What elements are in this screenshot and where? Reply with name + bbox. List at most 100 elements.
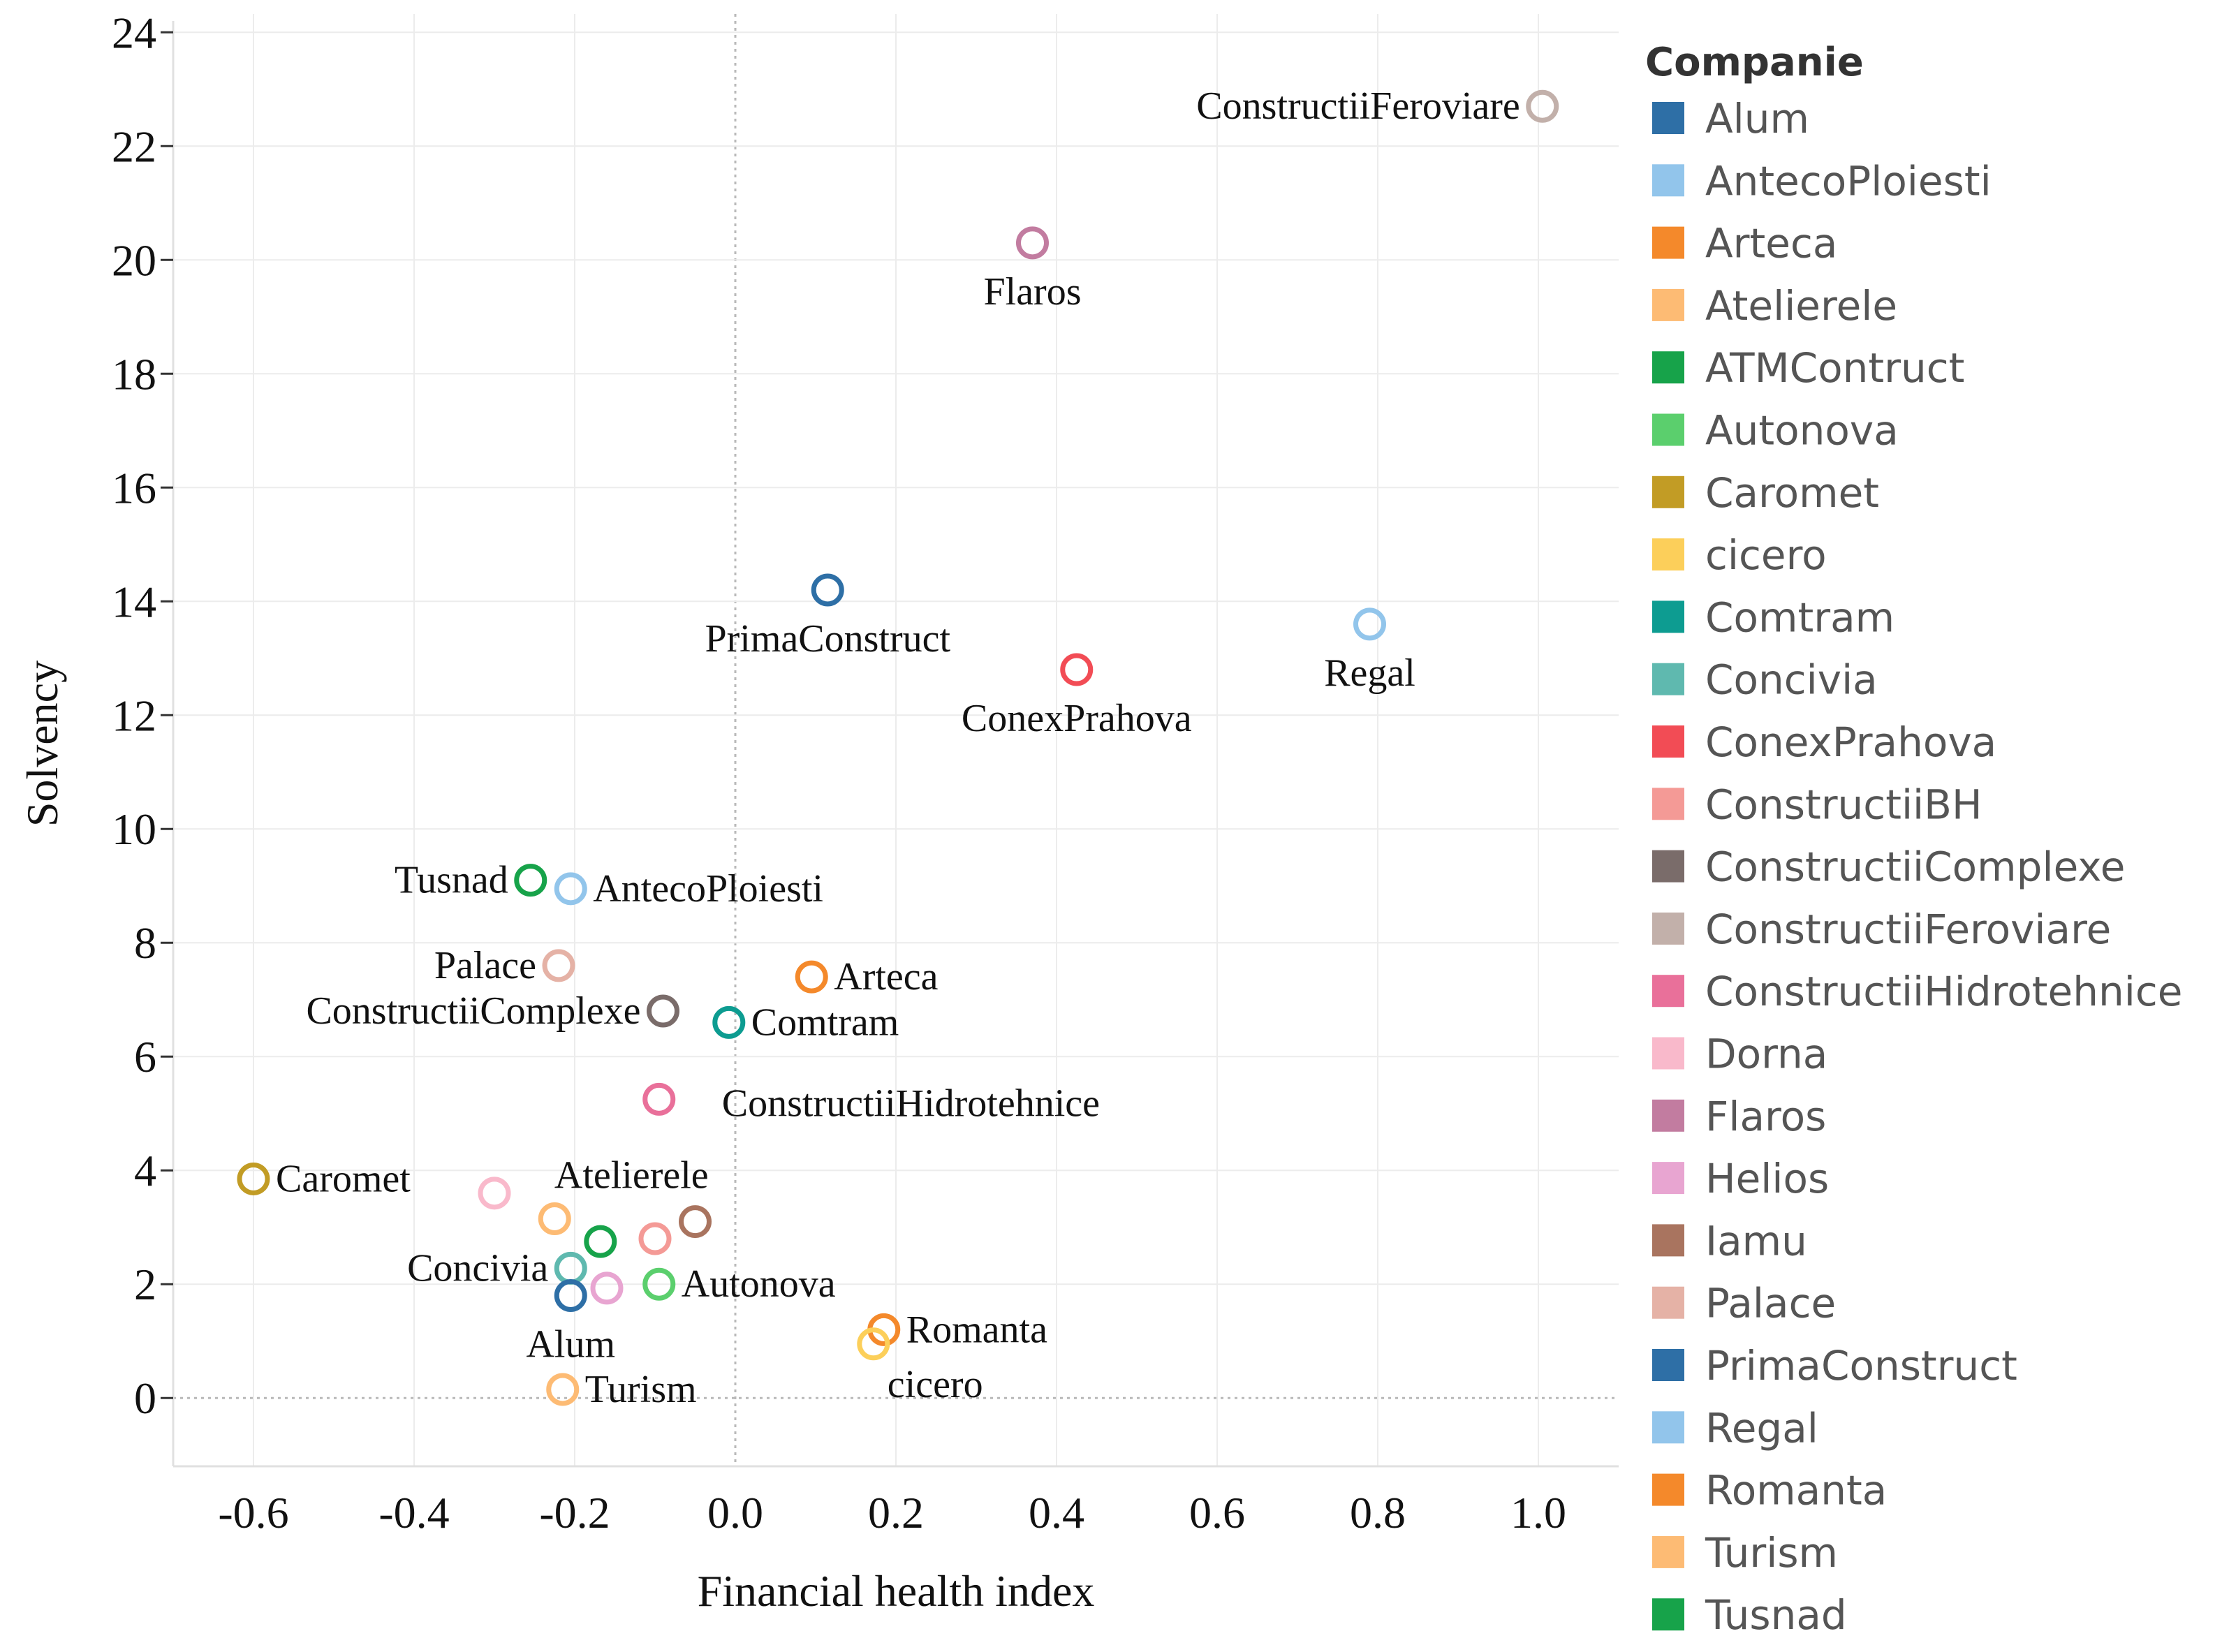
legend-label-palace: Palace xyxy=(1705,1280,1836,1327)
legend-swatch-atelierele xyxy=(1652,288,1684,321)
legend-label-turism: Turism xyxy=(1705,1529,1838,1577)
x-tick-label: -0.4 xyxy=(378,1488,449,1537)
y-tick-label: 22 xyxy=(112,121,156,171)
x-tick-label: 0.8 xyxy=(1350,1488,1406,1537)
y-tick-label: 10 xyxy=(112,804,156,854)
legend-label-atmcontruct: ATMContruct xyxy=(1705,344,1964,392)
point-cicero xyxy=(857,1327,890,1361)
legend-swatch-turism xyxy=(1652,1535,1684,1568)
legend-swatch-helios xyxy=(1652,1162,1684,1195)
point-concivia xyxy=(554,1251,587,1285)
legend-title: Companie xyxy=(1645,40,1864,85)
point-dorna xyxy=(478,1177,511,1210)
point-label-comtram: Comtram xyxy=(751,1001,899,1044)
y-axis-title: Solvency xyxy=(17,661,67,827)
point-comtram xyxy=(712,1005,746,1039)
legend-label-alum: Alum xyxy=(1705,95,1809,142)
point-labels-layer: ConstructiiFeroviare Flaros PrimaConstruct… xyxy=(276,84,1520,1411)
legend-label-primaconstruct: PrimaConstruct xyxy=(1705,1342,2017,1389)
legend-label-concivia: Concivia xyxy=(1705,656,1878,704)
y-tick-label: 4 xyxy=(134,1146,156,1195)
x-tick-label: 0.0 xyxy=(707,1488,763,1537)
point-tusnad xyxy=(514,864,547,897)
legend-label-constructiihidrotehnice: ConstructiiHidrotehnice xyxy=(1705,968,2182,1015)
point-atelierele xyxy=(538,1202,571,1235)
legend-swatch-arteca xyxy=(1652,226,1684,259)
y-tick-label: 14 xyxy=(112,577,156,626)
x-tick-label: 0.6 xyxy=(1189,1488,1245,1537)
point-caromet xyxy=(237,1162,270,1195)
point-label-turism: Turism xyxy=(585,1368,697,1411)
legend-swatch-primaconstruct xyxy=(1652,1349,1684,1381)
legend-label-constructiicomplexe: ConstructiiComplexe xyxy=(1705,843,2125,891)
legend-label-constructiibh: ConstructiiBH xyxy=(1705,781,1982,828)
legend-label-autonova: Autonova xyxy=(1705,407,1899,455)
legend: Companie Alum AntecoPloiesti Arteca Atelier… xyxy=(1645,40,2182,1639)
legend-label-conexprahova: ConexPrahova xyxy=(1705,718,1996,766)
y-tick-label: 6 xyxy=(134,1032,156,1082)
grid-layer xyxy=(173,14,1619,1466)
point-label-constructiiferoviare: ConstructiiFeroviare xyxy=(1196,84,1520,128)
point-label-caromet: Caromet xyxy=(276,1157,411,1200)
legend-swatch-constructiibh xyxy=(1652,788,1684,820)
y-tick-label: 2 xyxy=(134,1260,156,1309)
point-helios xyxy=(590,1271,624,1305)
legend-swatch-flaros xyxy=(1652,1099,1684,1132)
legend-swatch-iamu xyxy=(1652,1224,1684,1257)
legend-label-romanta: Romanta xyxy=(1705,1467,1887,1514)
point-constructiicomplexe xyxy=(647,994,679,1028)
y-tick-label: 0 xyxy=(134,1373,156,1423)
point-autonova xyxy=(642,1267,676,1301)
legend-swatch-constructiiferoviare xyxy=(1652,912,1684,945)
legend-swatch-autonova xyxy=(1652,413,1684,446)
legend-swatch-conexprahova xyxy=(1652,725,1684,758)
x-axis-title: Financial health index xyxy=(698,1566,1095,1616)
y-tick-label: 8 xyxy=(134,918,156,968)
point-regal xyxy=(1353,607,1386,641)
x-tick-label: -0.2 xyxy=(539,1488,610,1537)
legend-label-atelierele: Atelierele xyxy=(1705,282,1897,330)
legend-label-regal: Regal xyxy=(1705,1404,1818,1452)
legend-swatch-regal xyxy=(1652,1411,1684,1444)
y-tick-label: 16 xyxy=(112,463,156,512)
point-turism xyxy=(546,1373,580,1406)
legend-swatch-caromet xyxy=(1652,475,1684,508)
legend-swatch-antecoploiesti xyxy=(1652,164,1684,197)
point-label-arteca: Arteca xyxy=(834,955,938,998)
point-label-flaros: Flaros xyxy=(984,270,1082,314)
point-flaros xyxy=(1016,226,1049,260)
legend-label-helios: Helios xyxy=(1705,1155,1829,1202)
point-constructiihidrotehnice xyxy=(642,1082,676,1116)
x-tick-label: 0.4 xyxy=(1029,1488,1084,1537)
point-label-regal: Regal xyxy=(1324,651,1415,695)
legend-swatch-romanta xyxy=(1652,1473,1684,1506)
point-label-tusnad: Tusnad xyxy=(395,859,508,902)
legend-label-antecoploiesti: AntecoPloiesti xyxy=(1705,157,1992,205)
legend-swatch-tusnad xyxy=(1652,1598,1684,1631)
point-arteca xyxy=(795,960,828,994)
legend-swatch-alum xyxy=(1652,102,1684,134)
point-label-constructiicomplexe: ConstructiiComplexe xyxy=(306,989,640,1033)
point-label-romanta: Romanta xyxy=(906,1308,1047,1351)
y-tick-label: 18 xyxy=(112,349,156,399)
point-iamu xyxy=(679,1205,712,1239)
point-conexprohova xyxy=(1060,653,1094,686)
point-primaconstruct xyxy=(811,573,844,607)
point-label-primaconstruct: PrimaConstruct xyxy=(705,617,950,661)
point-label-atelierele: Atelierele xyxy=(554,1153,709,1197)
point-label-constructiihidrotehnice: ConstructiiHidrotehnice xyxy=(722,1082,1100,1125)
legend-label-constructiiferoviare: ConstructiiFeroviare xyxy=(1705,906,2111,953)
y-tick-label: 20 xyxy=(112,235,156,285)
point-antecoploiesti xyxy=(554,872,587,906)
legend-swatch-constructiihidrotehnice xyxy=(1652,975,1684,1008)
legend-swatch-palace xyxy=(1652,1286,1684,1319)
point-label-palace: Palace xyxy=(434,944,536,987)
legend-label-flaros: Flaros xyxy=(1705,1093,1826,1140)
legend-label-caromet: Caromet xyxy=(1705,469,1879,517)
point-alum xyxy=(554,1279,587,1313)
y-tick-label: 12 xyxy=(112,691,156,740)
legend-label-cicero: cicero xyxy=(1705,531,1827,579)
legend-swatch-dorna xyxy=(1652,1037,1684,1070)
